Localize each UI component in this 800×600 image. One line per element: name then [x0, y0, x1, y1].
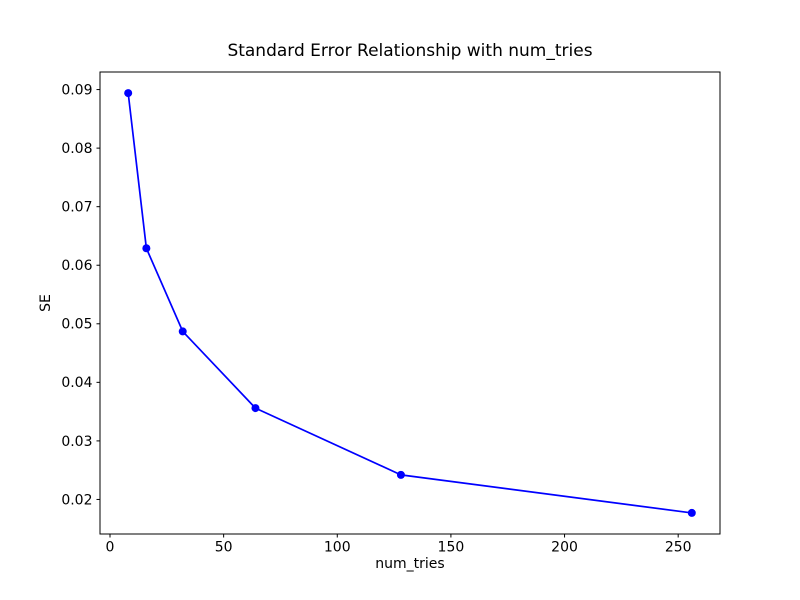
y-axis-tick-label: 0.07	[61, 200, 92, 216]
chart-title: Standard Error Relationship with num_tri…	[227, 41, 593, 61]
data-point	[142, 244, 151, 253]
plot-border	[99, 71, 721, 535]
data-point	[687, 508, 696, 517]
y-axis-tick-label: 0.02	[61, 492, 92, 508]
y-axis-tick-label: 0.09	[61, 82, 92, 98]
x-axis-label: num_tries	[375, 556, 445, 572]
x-axis-tick-label: 50	[215, 540, 233, 556]
data-point	[396, 470, 405, 479]
x-axis-tick-label: 0	[106, 540, 115, 556]
x-axis-tick-label: 200	[551, 540, 578, 556]
y-axis-tick-label: 0.06	[61, 258, 92, 274]
y-axis-tick-label: 0.05	[61, 317, 92, 333]
y-axis-tick-label: 0.04	[61, 375, 92, 391]
data-line	[127, 92, 693, 514]
x-axis-tick-label: 150	[438, 540, 465, 556]
y-axis-label: SE	[38, 294, 54, 312]
data-point	[251, 404, 260, 413]
x-axis-tick-label: 250	[665, 540, 692, 556]
y-axis-tick-label: 0.08	[61, 141, 92, 157]
data-point	[124, 89, 133, 98]
x-axis-tick-label: 100	[324, 540, 351, 556]
y-axis-tick-label: 0.03	[61, 434, 92, 450]
data-point	[178, 327, 187, 336]
